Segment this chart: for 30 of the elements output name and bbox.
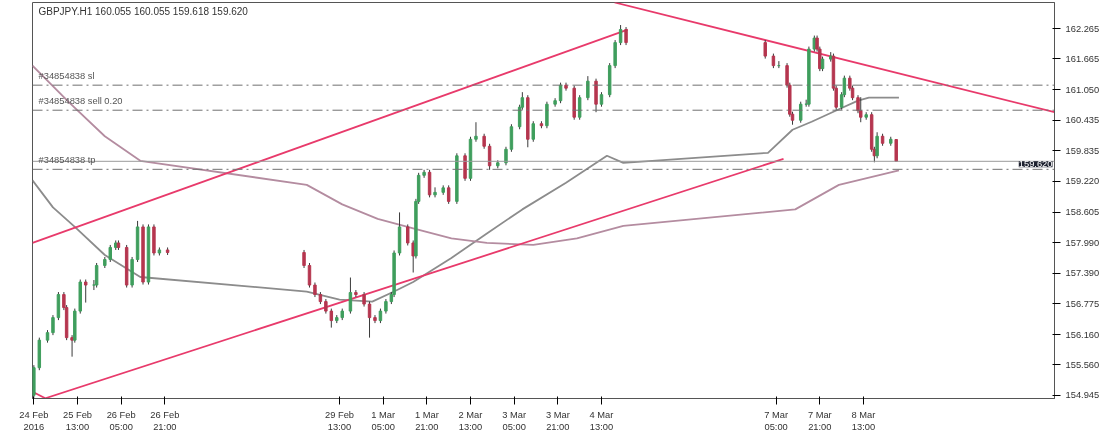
y-tick-label: 159.835 <box>1065 145 1100 156</box>
x-tick-label: 2 Mar 13:00 <box>458 409 483 432</box>
x-tick-label: 4 Mar 13:00 <box>589 409 614 432</box>
y-tick-label: 157.390 <box>1065 268 1100 279</box>
y-tick-label: 159.220 <box>1065 176 1100 187</box>
x-tick-label: 3 Mar 21:00 <box>545 409 570 432</box>
x-tick-label: 24 Feb 2016 <box>19 409 49 432</box>
x-tick-label: 8 Mar 13:00 <box>851 409 876 432</box>
y-tick-label: 156.160 <box>1065 329 1100 340</box>
y-tick-label: 160.435 <box>1065 115 1100 126</box>
y-tick-label: 161.050 <box>1065 84 1100 95</box>
x-tick-label: 26 Feb 05:00 <box>106 409 136 432</box>
y-tick-label: 155.560 <box>1065 359 1100 370</box>
y-tick-label: 161.665 <box>1065 53 1100 64</box>
y-tick-label: 156.775 <box>1065 298 1100 309</box>
x-tick-label: 26 Feb 21:00 <box>150 409 180 432</box>
y-tick-label: 157.990 <box>1065 237 1100 248</box>
x-tick-label: 25 Feb 13:00 <box>63 409 93 432</box>
chart-title: GBPJPY.H1 160.055 160.055 159.618 159.620 <box>38 5 249 17</box>
y-tick-label: 158.605 <box>1065 207 1100 218</box>
x-tick-label: 3 Mar 05:00 <box>502 409 527 432</box>
x-tick-label: 7 Mar 21:00 <box>807 409 832 432</box>
x-tick-label: 1 Mar 21:00 <box>414 409 439 432</box>
y-tick-label: 154.945 <box>1065 390 1100 401</box>
x-tick-label: 29 Feb 13:00 <box>324 409 355 432</box>
x-tick-label: 7 Mar 05:00 <box>764 409 789 432</box>
x-tick-label: 1 Mar 05:00 <box>371 409 396 432</box>
ref-line-label: #34854838 tp <box>38 155 96 166</box>
y-tick-label: 162.265 <box>1065 23 1100 34</box>
ref-line-label: 159.620 <box>1018 159 1053 170</box>
